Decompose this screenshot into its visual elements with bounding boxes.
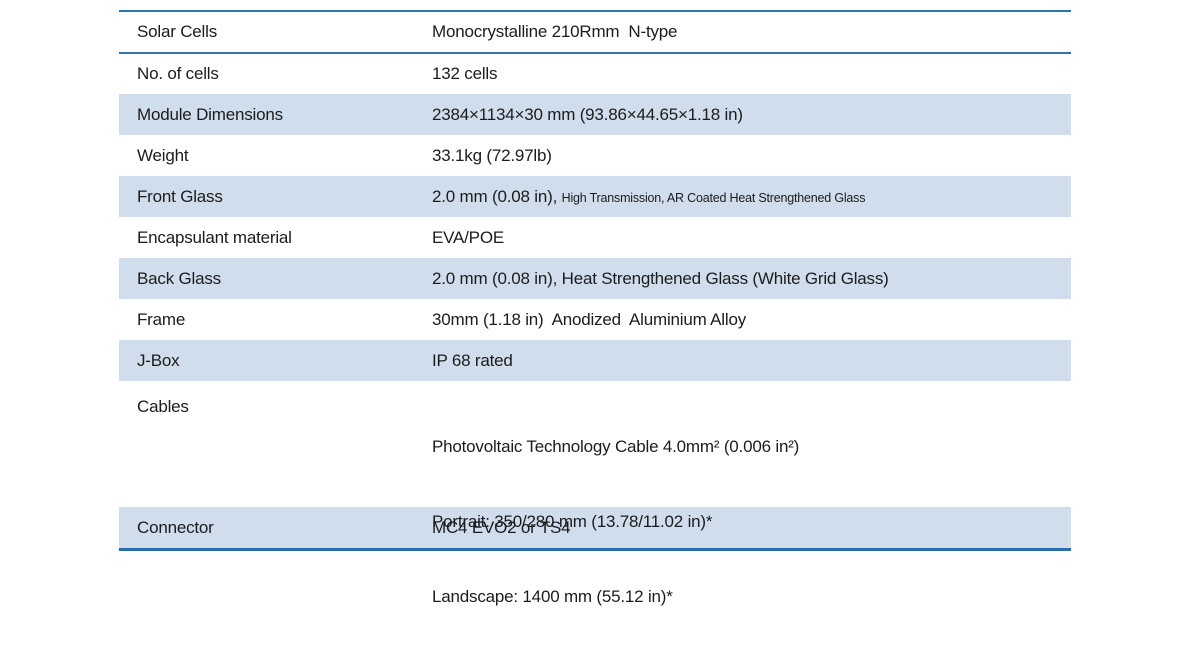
row-value: EVA/POE (432, 227, 504, 247)
row-label: Back Glass (137, 268, 221, 288)
row-value: 2384×1134×30 mm (93.86×44.65×1.18 in) (432, 104, 743, 124)
row-label: Encapsulant material (137, 227, 292, 247)
table-row-solar-cells: Solar Cells Monocrystalline 210Rmm N-typ… (119, 12, 1071, 54)
row-value: 33.1kg (72.97lb) (432, 145, 552, 165)
table-row-frame: Frame 30mm (1.18 in) Anodized Aluminium … (119, 299, 1071, 340)
table-row-no-of-cells: No. of cells 132 cells (119, 54, 1071, 94)
cables-line-3: Landscape: 1400 mm (55.12 in)* (432, 587, 673, 606)
row-value: 30mm (1.18 in) Anodized Aluminium Alloy (432, 309, 747, 329)
row-value: 2.0 mm (0.08 in), Heat Strengthened Glas… (432, 268, 889, 288)
row-label: Frame (137, 309, 186, 329)
cables-line-2: Portrait: 350/280 mm (13.78/11.02 in)* (432, 512, 713, 531)
row-label: Module Dimensions (137, 104, 283, 124)
table-row-j-box: J-Box IP 68 rated (119, 340, 1071, 381)
table-row-encapsulant-material: Encapsulant material EVA/POE (119, 217, 1071, 258)
row-value: 132 cells (432, 64, 498, 83)
row-label: Front Glass (137, 186, 223, 206)
spec-table: Solar Cells Monocrystalline 210Rmm N-typ… (119, 10, 1071, 606)
table-row-weight: Weight 33.1kg (72.97lb) (119, 135, 1071, 176)
front-glass-main-text: 2.0 mm (0.08 in), (432, 186, 562, 206)
cables-line-1: Photovoltaic Technology Cable 4.0mm² (0.… (432, 437, 800, 456)
row-label: No. of cells (137, 64, 219, 83)
table-row-connector: Connector MC4 EVO2 or TS4 (119, 507, 1071, 548)
table-row-cables: Cables Photovoltaic Technology Cable 4.0… (119, 381, 1071, 606)
row-value: MC4 EVO2 or TS4 (432, 517, 571, 537)
front-glass-small-text: High Transmission, AR Coated Heat Streng… (561, 190, 866, 205)
table-row-back-glass: Back Glass 2.0 mm (0.08 in), Heat Streng… (119, 258, 1071, 299)
table-row-front-glass: Front Glass 2.0 mm (0.08 in), High Trans… (119, 176, 1071, 217)
row-label: Cables (137, 397, 189, 416)
row-label: J-Box (137, 350, 180, 370)
row-value: 2.0 mm (0.08 in), High Transmission, AR … (432, 187, 1071, 207)
table-row-module-dimensions: Module Dimensions 2384×1134×30 mm (93.86… (119, 94, 1071, 135)
row-label: Weight (137, 145, 189, 165)
row-value: Monocrystalline 210Rmm N-type (432, 22, 678, 41)
row-label: Connector (137, 517, 214, 537)
row-label: Solar Cells (137, 22, 217, 41)
row-value: IP 68 rated (432, 350, 513, 370)
